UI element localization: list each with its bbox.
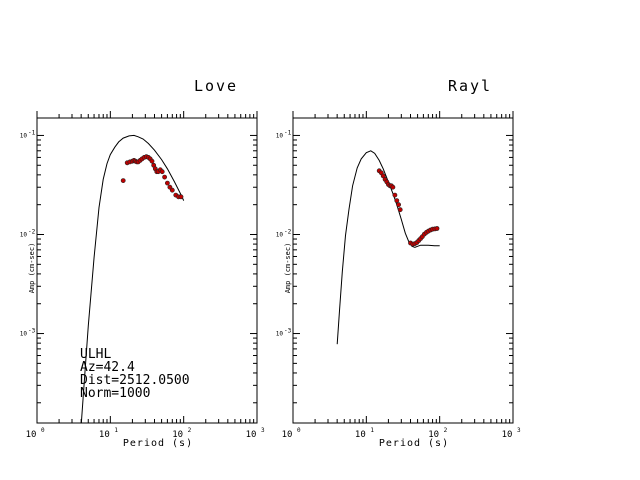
love-x-tick-label: 10 <box>99 430 110 440</box>
norm-readout: Norm=1000 <box>80 386 150 401</box>
rayl-observed-point <box>397 207 403 213</box>
love-y-tick-exponent: -2 <box>28 228 36 235</box>
love-title: Love <box>194 77 238 95</box>
love-x-tick-label: 10 <box>246 430 257 440</box>
love-observed-point <box>178 194 184 200</box>
love-x-tick-exponent: 0 <box>41 427 45 434</box>
rayl-x-tick-exponent: 1 <box>370 427 374 434</box>
love-y-tick-exponent: -3 <box>28 328 36 335</box>
love-model-curve <box>80 134 185 423</box>
love-x-tick-label: 10 <box>172 430 183 440</box>
love-y-axis-label: Amp (cm-sec) <box>28 243 36 294</box>
rayl-observed-point <box>434 226 440 231</box>
rayl-x-tick-label: 10 <box>502 430 513 440</box>
love-y-tick-exponent: -1 <box>28 129 36 136</box>
rayl-title: Rayl <box>448 77 492 95</box>
rayl-x-tick-exponent: 0 <box>297 427 301 434</box>
rayl-x-tick-label: 10 <box>355 430 366 440</box>
love-x-tick-exponent: 3 <box>261 427 265 434</box>
love-y-tick-label: 10 <box>20 132 28 139</box>
love-plot-frame <box>36 117 258 424</box>
love-observed-point <box>164 180 170 186</box>
rayl-model-curve <box>336 150 440 345</box>
rayl-x-tick-exponent: 2 <box>444 427 448 434</box>
love-observed-point <box>162 174 167 180</box>
rayl-y-tick-label: 10 <box>276 132 284 139</box>
love-observed-point <box>159 169 165 175</box>
rayl-observed-point <box>390 184 396 190</box>
rayl-y-tick-label: 10 <box>276 331 284 338</box>
rayl-observed-point <box>392 192 398 198</box>
rayl-observed-point <box>394 198 400 203</box>
rayleigh-panel: Rayl Period (s) Amp (cm-sec) 10 0 10 1 10 2 10… <box>276 77 521 449</box>
rayl-y-axis-label: Amp (cm-sec) <box>284 243 292 294</box>
love-observed-point <box>169 187 175 193</box>
love-x-tick-exponent: 2 <box>188 427 192 434</box>
rayl-plot-frame <box>292 117 514 424</box>
rayl-x-axis-label: Period (s) <box>379 438 449 449</box>
love-data-layer <box>80 134 185 423</box>
rayl-y-tick-exponent: -2 <box>284 228 292 235</box>
station-code: ULHL <box>80 347 111 362</box>
azimuth-readout: Az=42.4 <box>80 360 135 375</box>
love-y-tick-label: 10 <box>20 231 28 238</box>
love-x-axis-label: Period (s) <box>123 438 193 449</box>
rayl-data-layer <box>336 150 440 345</box>
love-x-tick-label: 10 <box>26 430 37 440</box>
love-panel: Love Period (s) Amp (cm-sec) ULHL Az=42.… <box>20 77 265 449</box>
love-y-tick-label: 10 <box>20 331 28 338</box>
rayl-x-tick-exponent: 3 <box>517 427 521 434</box>
rayl-observed-point <box>396 202 401 208</box>
rayl-y-tick-exponent: -1 <box>284 129 292 136</box>
rayl-y-tick-exponent: -3 <box>284 328 292 335</box>
love-x-tick-exponent: 1 <box>114 427 118 434</box>
love-observed-point <box>149 158 155 164</box>
rayl-x-tick-label: 10 <box>282 430 293 440</box>
rayl-x-tick-label: 10 <box>428 430 439 440</box>
distance-readout: Dist=2512.0500 <box>80 373 190 388</box>
love-observed-point <box>120 178 126 183</box>
rayl-y-tick-label: 10 <box>276 231 284 238</box>
